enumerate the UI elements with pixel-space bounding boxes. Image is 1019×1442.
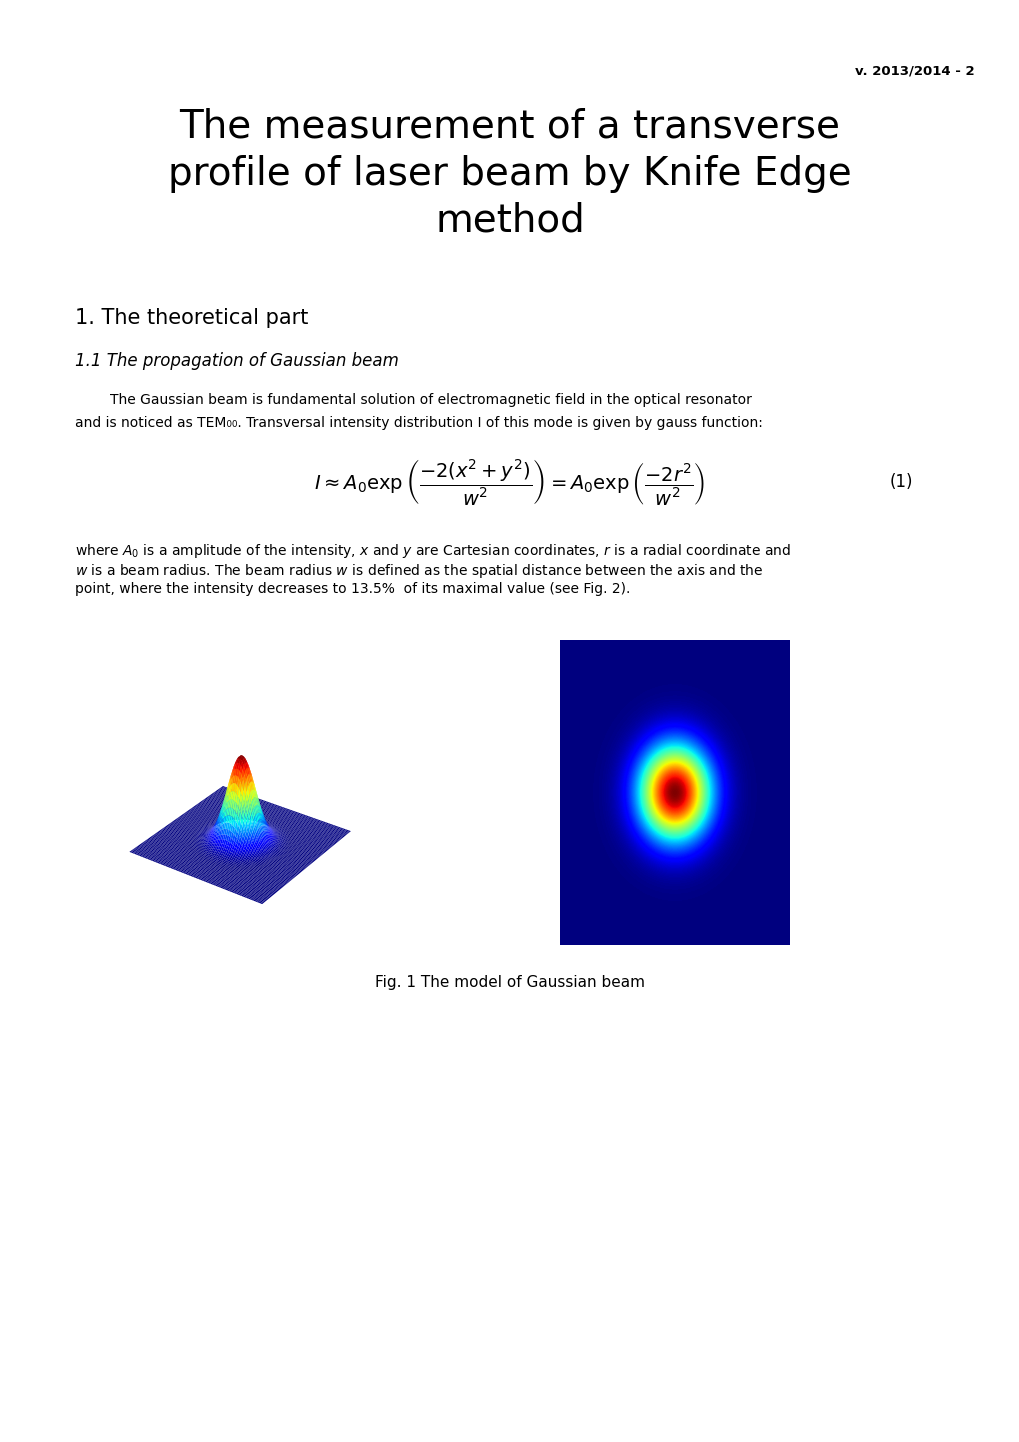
Text: (1): (1) bbox=[890, 473, 913, 490]
Text: $I \approx A_0 \exp\left(\dfrac{-2(x^2+y^2)}{w^2}\right) = A_0\exp\left(\dfrac{-: $I \approx A_0 \exp\left(\dfrac{-2(x^2+y… bbox=[314, 457, 705, 508]
Text: point, where the intensity decreases to 13.5%  of its maximal value (see Fig. 2): point, where the intensity decreases to … bbox=[75, 583, 630, 596]
Text: 1.1 The propagation of Gaussian beam: 1.1 The propagation of Gaussian beam bbox=[75, 352, 398, 371]
Text: The Gaussian beam is fundamental solution of electromagnetic field in the optica: The Gaussian beam is fundamental solutio… bbox=[75, 394, 751, 407]
Text: $w$ is a beam radius. The beam radius $w$ is defined as the spatial distance bet: $w$ is a beam radius. The beam radius $w… bbox=[75, 562, 762, 580]
Text: profile of laser beam by Knife Edge: profile of laser beam by Knife Edge bbox=[168, 154, 851, 193]
Text: method: method bbox=[435, 202, 584, 239]
Text: and is noticed as TEM₀₀. Transversal intensity distribution I of this mode is gi: and is noticed as TEM₀₀. Transversal int… bbox=[75, 415, 762, 430]
Text: v. 2013/2014 - 2: v. 2013/2014 - 2 bbox=[854, 65, 974, 78]
Text: where $A_0$ is a amplitude of the intensity, $x$ and $y$ are Cartesian coordinat: where $A_0$ is a amplitude of the intens… bbox=[75, 542, 791, 559]
Text: The measurement of a transverse: The measurement of a transverse bbox=[179, 108, 840, 146]
Text: 1. The theoretical part: 1. The theoretical part bbox=[75, 309, 308, 327]
Text: Fig. 1 The model of Gaussian beam: Fig. 1 The model of Gaussian beam bbox=[375, 975, 644, 991]
